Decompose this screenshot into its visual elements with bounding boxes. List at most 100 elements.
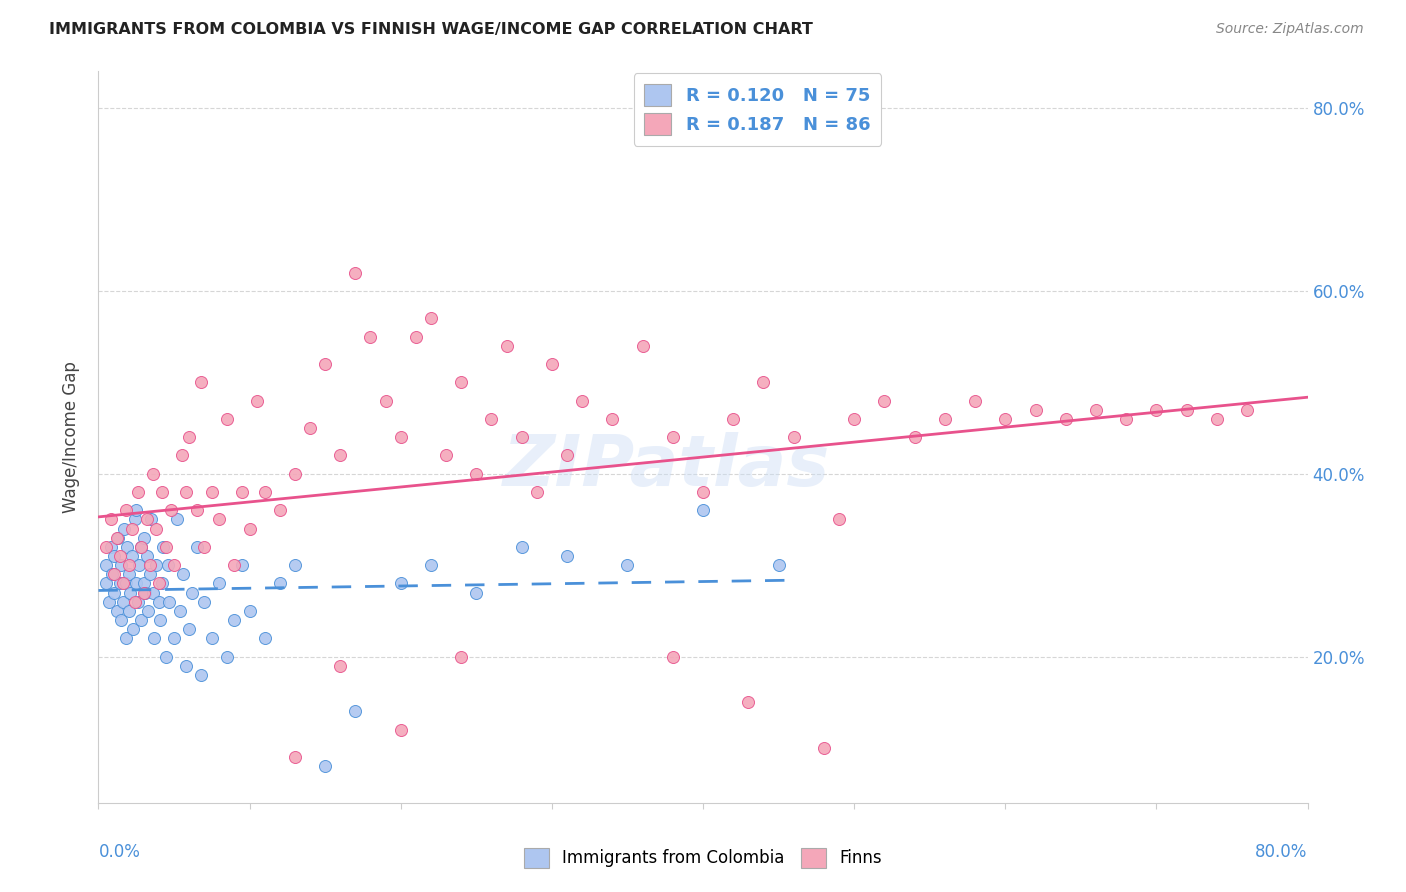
Point: [284, 558, 307, 573]
Point: [148, 576, 170, 591]
Point: [284, 750, 307, 764]
Point: [105, 604, 128, 618]
Text: 0.0%: 0.0%: [98, 843, 141, 861]
Point: [105, 531, 128, 545]
Point: [94, 558, 117, 573]
Point: [434, 448, 457, 462]
Point: [1144, 402, 1167, 417]
Point: [844, 412, 866, 426]
Point: [1206, 412, 1229, 426]
Point: [108, 576, 131, 591]
Point: [132, 585, 155, 599]
Text: ZIPatlas: ZIPatlas: [503, 432, 831, 500]
Text: Source: ZipAtlas.com: Source: ZipAtlas.com: [1216, 22, 1364, 37]
Point: [1175, 402, 1198, 417]
Point: [420, 311, 443, 326]
Point: [142, 467, 165, 481]
Point: [98, 594, 121, 608]
Point: [239, 604, 262, 618]
Point: [1115, 412, 1137, 426]
Point: [231, 485, 253, 500]
Point: [139, 567, 162, 582]
Point: [160, 503, 183, 517]
Point: [201, 485, 224, 500]
Point: [631, 338, 654, 352]
Point: [450, 649, 472, 664]
Point: [172, 567, 194, 582]
Point: [329, 448, 352, 462]
Point: [389, 723, 412, 737]
Point: [723, 412, 745, 426]
Point: [344, 705, 367, 719]
Point: [166, 512, 188, 526]
Point: [239, 521, 262, 535]
Point: [135, 549, 157, 563]
Point: [129, 540, 152, 554]
Point: [934, 412, 956, 426]
Point: [661, 430, 683, 444]
Point: [186, 503, 208, 517]
Point: [783, 430, 806, 444]
Point: [284, 467, 307, 481]
Point: [405, 329, 427, 343]
Point: [344, 266, 367, 280]
Point: [127, 485, 149, 500]
Point: [224, 558, 246, 573]
Point: [124, 594, 146, 608]
Point: [174, 658, 197, 673]
Point: [481, 412, 503, 426]
Point: [873, 393, 896, 408]
Point: [571, 393, 593, 408]
Point: [132, 576, 155, 591]
Point: [129, 540, 152, 554]
Point: [118, 558, 141, 573]
Point: [149, 613, 172, 627]
Point: [526, 485, 548, 500]
Point: [661, 649, 683, 664]
Point: [329, 658, 352, 673]
Point: [314, 357, 336, 371]
Point: [253, 632, 276, 646]
Point: [145, 558, 167, 573]
Point: [142, 585, 165, 599]
Point: [159, 594, 181, 608]
Point: [420, 558, 443, 573]
Point: [114, 576, 136, 591]
Point: [269, 503, 291, 517]
Point: [115, 540, 138, 554]
Point: [555, 549, 578, 563]
Point: [156, 558, 179, 573]
Point: [103, 585, 125, 599]
Point: [208, 576, 231, 591]
Point: [181, 585, 204, 599]
Point: [314, 759, 336, 773]
Y-axis label: Wage/Income Gap: Wage/Income Gap: [62, 361, 80, 513]
Point: [111, 594, 134, 608]
Point: [108, 549, 131, 563]
Point: [155, 649, 177, 664]
Point: [190, 375, 212, 389]
Point: [510, 540, 533, 554]
Point: [122, 622, 145, 636]
Point: [118, 567, 141, 582]
Point: [179, 430, 201, 444]
Point: [100, 512, 122, 526]
Point: [193, 540, 215, 554]
Point: [134, 585, 156, 599]
Point: [299, 421, 322, 435]
Point: [465, 467, 488, 481]
Text: IMMIGRANTS FROM COLOMBIA VS FINNISH WAGE/INCOME GAP CORRELATION CHART: IMMIGRANTS FROM COLOMBIA VS FINNISH WAGE…: [49, 22, 813, 37]
Point: [692, 485, 714, 500]
Point: [121, 521, 143, 535]
Point: [616, 558, 638, 573]
Point: [118, 604, 141, 618]
Point: [112, 521, 135, 535]
Point: [215, 412, 238, 426]
Point: [692, 503, 714, 517]
Point: [129, 613, 152, 627]
Point: [1054, 412, 1077, 426]
Point: [120, 585, 142, 599]
Point: [510, 430, 533, 444]
Point: [360, 329, 382, 343]
Point: [169, 604, 191, 618]
